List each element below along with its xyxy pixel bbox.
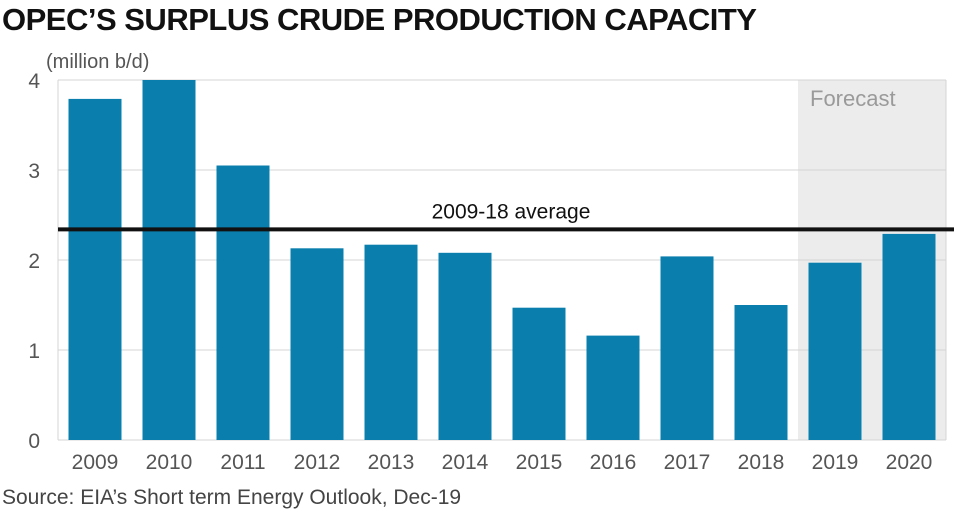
x-axis-ticks: 2009 2010 2011 2012 2013 2014 2015 2016 2017 2018… [72, 451, 933, 474]
bar-2018 [734, 305, 788, 440]
bar-2010 [142, 80, 196, 440]
y-tick-label: 3 [28, 160, 40, 183]
bar-2013 [364, 244, 418, 440]
x-tick-label: 2019 [812, 451, 859, 474]
x-tick-label: 2013 [368, 451, 415, 474]
y-axis-ticks: 0 1 2 3 4 [28, 70, 40, 453]
bar-2017 [660, 256, 714, 440]
bar-2009 [68, 98, 122, 441]
forecast-label: Forecast [810, 86, 896, 111]
chart-title: OPEC’S SURPLUS CRUDE PRODUCTION CAPACITY [2, 2, 757, 37]
y-tick-label: 0 [28, 430, 40, 453]
y-tick-label: 1 [28, 340, 40, 363]
x-tick-label: 2015 [516, 451, 563, 474]
source-note: Source: EIA’s Short term Energy Outlook,… [2, 486, 462, 509]
bar-2020 [882, 233, 936, 440]
grid-lines [57, 79, 947, 441]
x-tick-label: 2017 [664, 451, 711, 474]
x-tick-label: 2016 [590, 451, 637, 474]
bar-2019 [808, 262, 862, 440]
x-tick-label: 2020 [886, 451, 933, 474]
average-label: 2009-18 average [432, 200, 591, 223]
bar-2014 [438, 252, 492, 440]
x-tick-label: 2010 [146, 451, 193, 474]
bar-2016 [586, 335, 640, 440]
bar-2011 [216, 165, 270, 440]
bars [68, 80, 936, 441]
x-tick-label: 2011 [220, 451, 265, 474]
x-tick-label: 2012 [294, 451, 341, 474]
bar-2015 [512, 307, 566, 440]
x-tick-label: 2009 [72, 451, 119, 474]
x-tick-label: 2018 [738, 451, 785, 474]
x-tick-label: 2014 [442, 451, 489, 474]
y-axis-unit-label: (million b/d) [46, 51, 149, 73]
y-tick-label: 4 [28, 70, 40, 93]
bar-2012 [290, 248, 344, 440]
y-tick-label: 2 [28, 250, 40, 273]
